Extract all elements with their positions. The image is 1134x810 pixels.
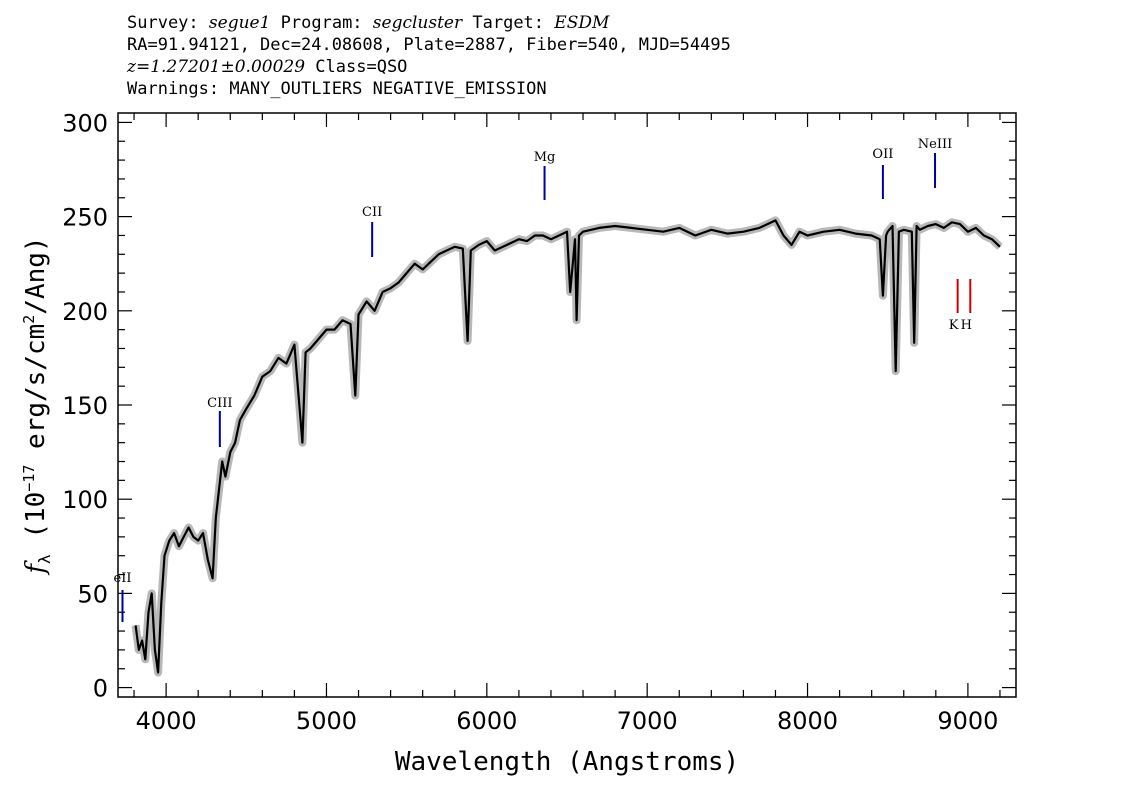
- x-tick-label: 4000: [136, 707, 197, 735]
- y-tick-label: 250: [62, 204, 108, 232]
- spectrum-header: Survey: segue1 Program: segcluster Targe…: [127, 12, 731, 100]
- x-tick-label: 7000: [617, 707, 678, 735]
- emission-line-label: eII: [114, 571, 132, 586]
- class-value: Class=QSO: [315, 57, 408, 77]
- emission-line-label: CII: [362, 205, 382, 220]
- target-label: Target:: [472, 13, 545, 33]
- axis-ticks: 4000 5000 6000 7000 8000 9000 0 50 100 150 200 250 3…: [62, 109, 1016, 735]
- y-tick-label: 50: [77, 580, 108, 608]
- survey-label: Survey:: [127, 13, 199, 33]
- header-line-coordinates: RA=91.94121, Dec=24.08608, Plate=2887, F…: [127, 35, 731, 55]
- emission-line-label: CIII: [207, 396, 232, 411]
- y-tick-label: 300: [62, 109, 108, 137]
- flux-error-band: [131, 216, 1003, 677]
- y-axis-subscript: λ: [35, 554, 54, 564]
- y-tick-label: 150: [62, 392, 108, 420]
- y-tick-label: 200: [62, 298, 108, 326]
- emission-line-label: Mg: [534, 150, 556, 165]
- y-tick-label: 0: [93, 675, 108, 703]
- target-value: ESDM: [554, 13, 610, 33]
- x-tick-label: 9000: [937, 707, 998, 735]
- y-axis-unit-c: /Ang): [21, 236, 51, 314]
- flux-line: [134, 219, 1001, 674]
- header-line-survey: Survey: segue1 Program: segcluster Targe…: [127, 12, 731, 34]
- absorption-line-label: H: [961, 318, 972, 333]
- emission-line-label: OII: [872, 147, 893, 162]
- y-axis-title: fλ (10−17 erg/s/cm2/Ang): [20, 236, 54, 575]
- absorption-line-label: K: [949, 318, 959, 333]
- header-line-warnings: Warnings: MANY_OUTLIERS NEGATIVE_EMISSIO…: [127, 79, 547, 99]
- redshift-value: z=1.27201±0.00029: [127, 57, 306, 77]
- x-tick-label: 6000: [456, 707, 517, 735]
- y-axis-exp2: 2: [20, 315, 38, 324]
- y-axis-unit-a: (10: [21, 492, 51, 555]
- x-axis-title: Wavelength (Angstroms): [395, 747, 739, 777]
- x-tick-label: 8000: [777, 707, 838, 735]
- y-tick-label: 100: [62, 486, 108, 514]
- emission-line-label: NeIII: [918, 137, 952, 152]
- spectral-line-markers: eII CIII CII Mg OII NeIII K H: [114, 137, 972, 622]
- survey-value: segue1: [208, 13, 271, 33]
- program-label: Program:: [280, 13, 363, 33]
- y-axis-exp1: −17: [20, 465, 38, 492]
- y-axis-unit-b: erg/s/cm: [21, 324, 51, 465]
- x-tick-label: 5000: [296, 707, 357, 735]
- program-value: segcluster: [372, 13, 463, 33]
- header-line-redshift: z=1.27201±0.00029 Class=QSO: [127, 56, 731, 78]
